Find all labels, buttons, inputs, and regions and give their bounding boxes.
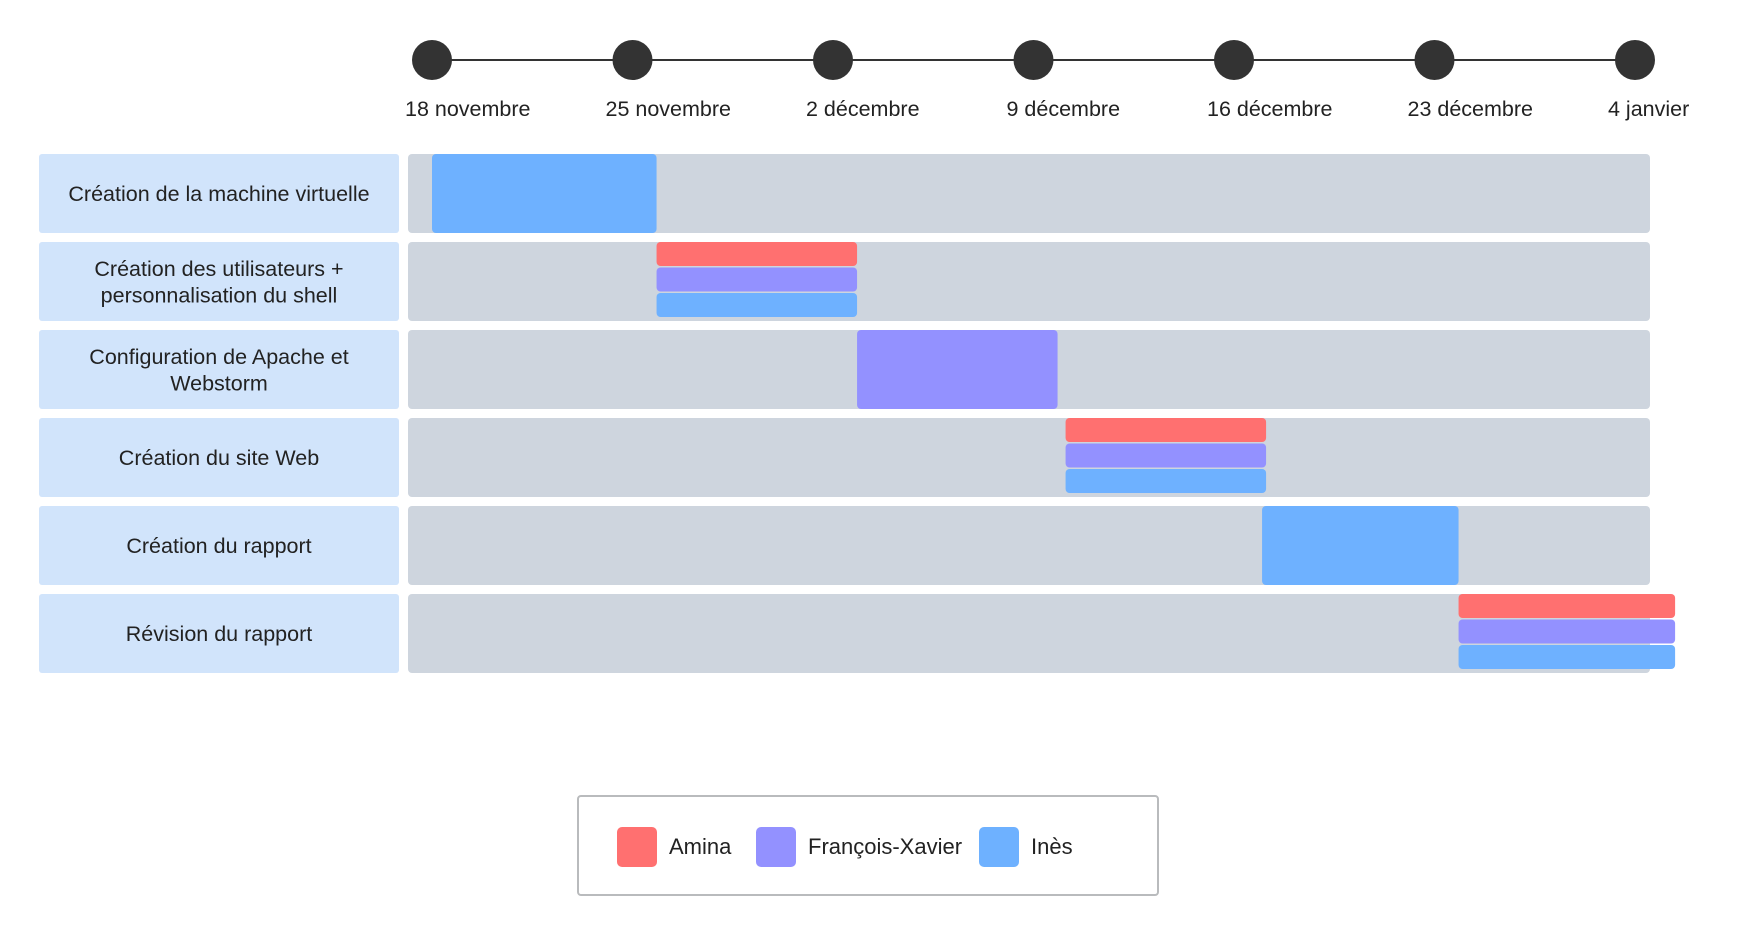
task-bar-francois-xavier (1458, 619, 1676, 644)
task-label-line: Webstorm (170, 371, 268, 395)
milestone-dot (1013, 40, 1054, 80)
milestone-label: 4 janvier (1608, 97, 1689, 121)
milestone-label: 18 novembre (405, 97, 531, 121)
milestone-label: 16 décembre (1207, 97, 1333, 121)
milestone-dot (813, 40, 853, 80)
legend-item-francois-xavier: François-Xavier (756, 827, 962, 867)
legend-swatch-ines (979, 827, 1019, 867)
task-label-box (39, 242, 399, 321)
task-label-line: personnalisation du shell (101, 283, 338, 307)
task-row-creation-des-utilisateurs-personnalisation-du-shell: Création des utilisateurs +personnalisat… (39, 242, 1650, 321)
task-row-creation-du-rapport: Création du rapport (39, 506, 1650, 585)
task-bar-francois-xavier (1065, 443, 1267, 468)
task-label-line: Création de la machine virtuelle (68, 182, 369, 206)
legend-swatch-francois-xavier (756, 827, 796, 867)
task-label-line: Création des utilisateurs + (94, 257, 343, 281)
task-bar-ines (1458, 645, 1676, 669)
task-track (408, 242, 1650, 321)
milestone-label: 9 décembre (1007, 97, 1121, 121)
milestone-dot (612, 40, 653, 80)
legend-item-amina: Amina (617, 827, 731, 867)
task-row-revision-du-rapport: Révision du rapport (39, 594, 1676, 673)
task-bar-ines (1262, 506, 1459, 585)
task-bar-francois-xavier (656, 267, 858, 292)
task-bar-amina (656, 242, 858, 266)
legend-item-ines: Inès (979, 827, 1073, 867)
task-row-creation-du-site-web: Création du site Web (39, 418, 1650, 497)
task-rows: Création de la machine virtuelle Création… (39, 154, 1676, 673)
timeline: 18 novembre 25 novembre 2 décembre 9 décemb… (405, 40, 1689, 121)
milestone-dot (412, 40, 452, 80)
task-label-box (39, 418, 399, 497)
task-label-line: Création du site Web (119, 446, 319, 470)
task-label-line: Révision du rapport (126, 622, 312, 646)
task-track (408, 154, 1650, 233)
task-track (408, 506, 1650, 585)
milestone-label: 2 décembre (806, 97, 920, 121)
legend-label-amina: Amina (669, 834, 732, 859)
task-label-line: Configuration de Apache et (89, 345, 348, 369)
task-label-box (39, 154, 399, 233)
milestone-label: 23 décembre (1408, 97, 1534, 121)
task-label-box (39, 506, 399, 585)
milestone-dot (1615, 40, 1655, 80)
task-label-box (39, 594, 399, 673)
task-bar-francois-xavier (857, 330, 1058, 409)
legend: Amina François-Xavier Inès (577, 795, 1159, 896)
legend-label-francois-xavier: François-Xavier (808, 834, 963, 859)
milestone-dot (1414, 40, 1455, 80)
task-bar-amina (1458, 594, 1676, 618)
task-bar-ines (432, 154, 657, 233)
task-row-creation-de-la-machine-virtuelle: Création de la machine virtuelle (39, 154, 1650, 233)
legend-swatch-amina (617, 827, 657, 867)
milestone-dot (1214, 40, 1254, 80)
milestone-label: 25 novembre (606, 97, 732, 121)
task-bar-ines (1065, 469, 1267, 493)
legend-label-ines: Inès (1031, 834, 1073, 859)
task-bar-amina (1065, 418, 1267, 442)
task-track (408, 594, 1650, 673)
task-bar-ines (656, 293, 858, 317)
task-label-box (39, 330, 399, 409)
task-track (408, 418, 1650, 497)
task-label-line: Création du rapport (126, 534, 311, 558)
